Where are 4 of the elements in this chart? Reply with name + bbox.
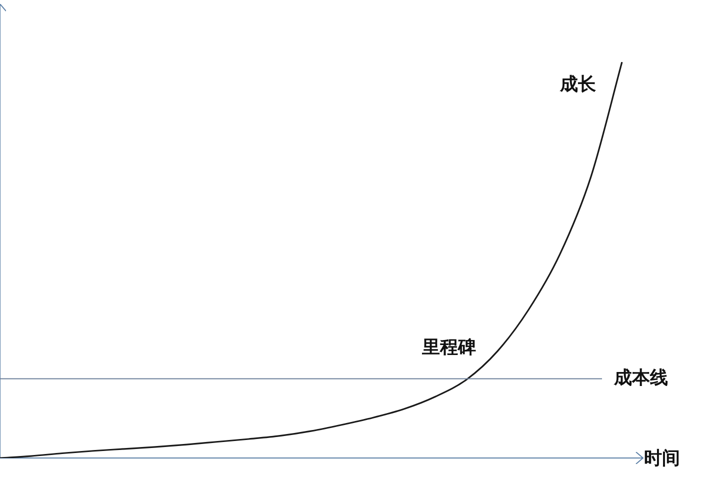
x-axis-title: 时间 — [644, 447, 680, 470]
ref-line-label: 成本线 — [613, 367, 668, 388]
annotation: 里程碑 — [422, 336, 476, 359]
annotation: 成长 — [560, 73, 596, 96]
